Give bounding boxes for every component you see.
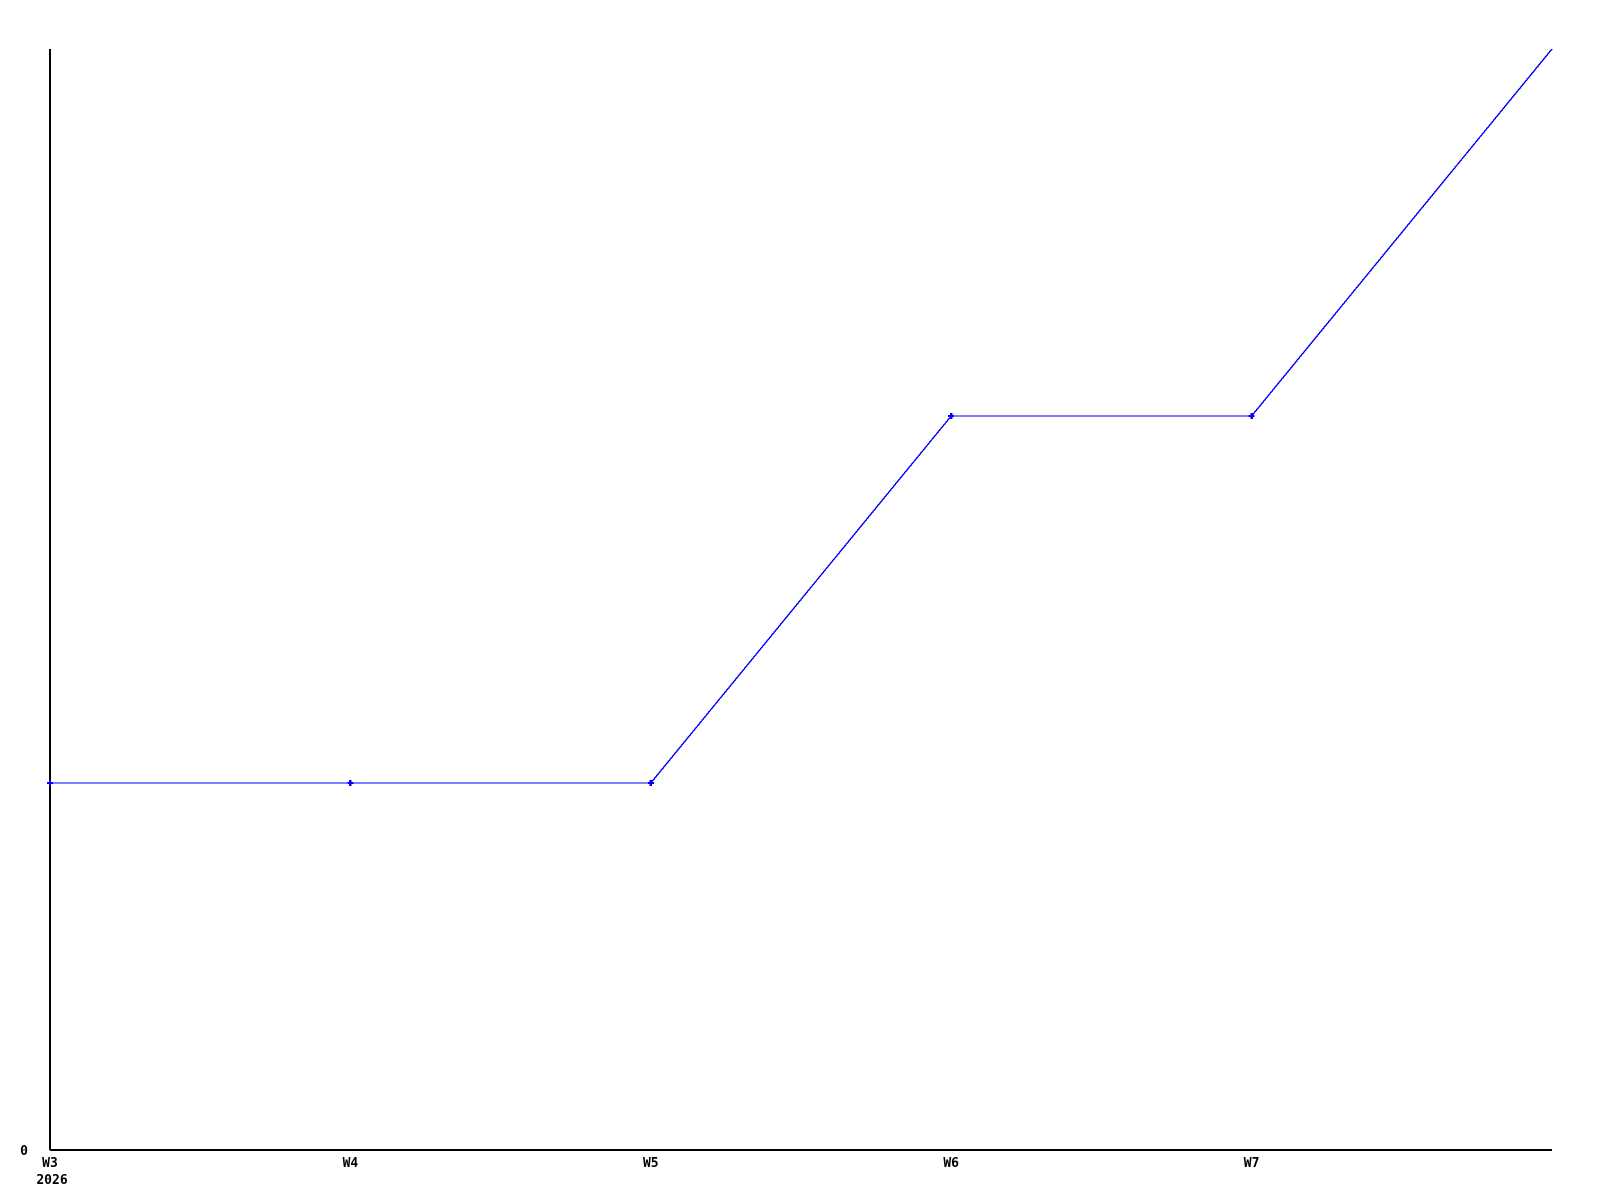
y-tick-label-zero: 0	[20, 1144, 28, 1159]
data-point-marker	[347, 780, 354, 786]
x-tick-label: W3	[42, 1156, 58, 1171]
axes	[49, 49, 1552, 1151]
data-point-marker	[47, 780, 53, 786]
data-point-marker	[1248, 413, 1255, 419]
data-point-markers	[47, 413, 1255, 786]
x-tick-label: W5	[643, 1156, 659, 1171]
x-axis-year-label: 2026	[36, 1173, 67, 1188]
x-tick-labels: W3 W4 W5 W6 W7	[42, 1156, 1259, 1171]
x-tick-label: W4	[343, 1156, 359, 1171]
data-line	[50, 48, 1553, 784]
x-tick-label: W7	[1244, 1156, 1260, 1171]
x-tick-label: W6	[943, 1156, 959, 1171]
data-point-marker	[647, 780, 654, 786]
data-point-marker	[948, 413, 955, 419]
